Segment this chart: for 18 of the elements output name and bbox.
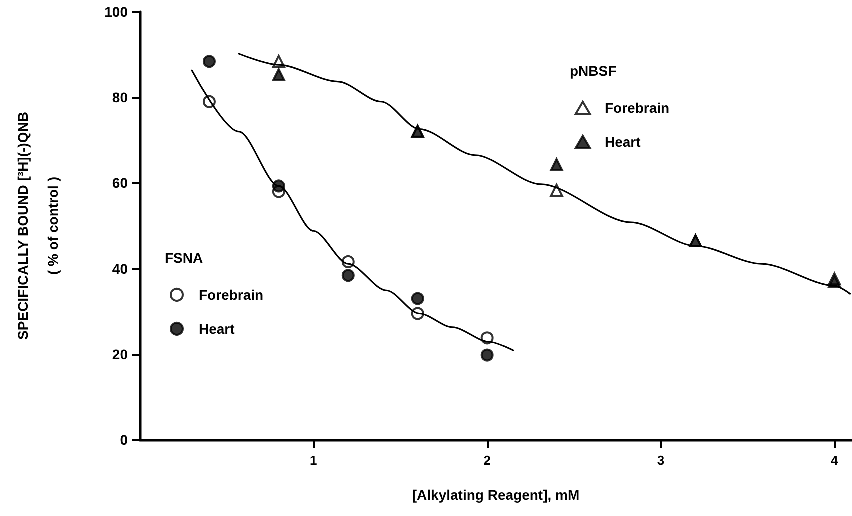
y-tick-label: 20: [112, 346, 128, 362]
y-tick-label: 0: [120, 432, 128, 448]
legend-label: Forebrain: [199, 287, 264, 303]
annotation: pNBSF: [570, 63, 618, 79]
annotation: FSNA: [165, 250, 204, 266]
y-axis-title: SPECIFICALLY BOUND [³H](-)QNB ( % of control ): [15, 112, 61, 340]
x-tick-label: 1: [310, 453, 318, 468]
legend-label: Forebrain: [605, 100, 670, 116]
x-tick-label: 2: [484, 453, 491, 468]
y-tick-label: 40: [112, 260, 128, 277]
x-axis-title: [Alkylating Reagent], mM: [412, 487, 580, 503]
y-tick-label: 80: [112, 90, 128, 106]
legend-label: Heart: [199, 321, 236, 337]
y-tick-label: 100: [104, 4, 128, 20]
x-tick-label: 3: [657, 453, 665, 468]
legend-label: Heart: [605, 134, 642, 150]
x-tick-label: 4: [831, 453, 840, 468]
y-tick-label: 60: [112, 175, 128, 192]
